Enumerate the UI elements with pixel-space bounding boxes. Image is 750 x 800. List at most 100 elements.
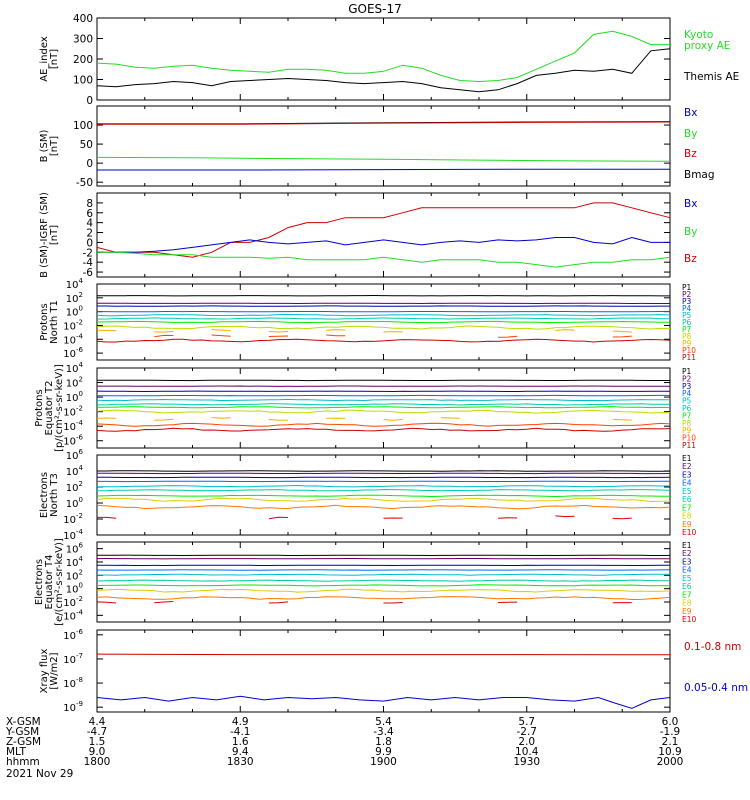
y-tick-label: 100: [66, 496, 83, 510]
y-axis-label: [nT]: [49, 49, 60, 69]
y-axis-label: North T1: [49, 300, 60, 344]
channel-segment: [268, 601, 289, 604]
panel-xr: 10-6 10-7 10-8 10-9 Xray flux [W/m2] 0.1-0.8 n…: [39, 628, 748, 714]
legend-entry: Bx: [684, 198, 697, 210]
channel-label: P3: [682, 297, 692, 306]
y-tick-label: 10-7: [63, 652, 83, 666]
channel-label: P5: [682, 311, 692, 320]
y-tick-label: 10-9: [63, 700, 83, 714]
channel-label: E5: [682, 487, 692, 496]
channel-label: E3: [682, 470, 692, 479]
y-axis-label: AE_index: [39, 36, 50, 82]
panel-b: 100 50 0 -50 B (SM) [nT] Bx By Bz Bmag: [39, 105, 715, 189]
x-row-value: 4.9: [232, 716, 249, 728]
series-line: [96, 156, 671, 162]
y-axis-label: Equator T4: [44, 555, 55, 610]
y-axis-label: Electrons: [34, 559, 45, 605]
y-tick-label: 10-4: [63, 419, 83, 433]
y-tick-label: 4: [86, 218, 93, 230]
y-axis-label: [nT]: [49, 225, 60, 245]
y-tick-label: 100: [73, 75, 93, 87]
channel-segment: [268, 516, 289, 520]
y-axis-label: [p/(cm²-s-sr-keV)]: [54, 364, 65, 452]
channel-segment: [555, 515, 575, 518]
channel-label: P6: [682, 404, 692, 413]
y-axis-label: B (SM): [39, 129, 50, 162]
series-line: [97, 121, 671, 125]
channel-segment: [154, 330, 174, 333]
y-tick-label: 8: [86, 198, 93, 210]
legend-entry: 0.1-0.8 nm: [684, 641, 741, 653]
channel-label: E1: [682, 541, 692, 550]
y-tick-label: 10-6: [63, 434, 83, 448]
channel-label: E9: [682, 520, 692, 529]
channel-segment: [211, 334, 231, 337]
legend-entry: Bz: [684, 253, 697, 265]
channel-line: [96, 325, 671, 330]
y-tick-label: 10-8: [63, 676, 83, 690]
panel-frame: [96, 541, 671, 623]
channel-line: [96, 584, 671, 587]
series-line: [96, 202, 671, 258]
x-row-value: 10.9: [658, 746, 681, 758]
x-row-value: 1930: [513, 756, 540, 768]
series-line: [97, 236, 670, 253]
channel-label: E2: [682, 462, 692, 471]
channel-label: P10: [682, 346, 696, 355]
y-tick-exponent: -2: [76, 512, 83, 520]
x-row-value: 2.0: [518, 736, 535, 748]
legend-entry: proxy AE: [684, 40, 730, 52]
y-axis-label: Protons: [39, 303, 50, 340]
y-tick-exponent: 4: [79, 555, 84, 563]
y-tick-label: 200: [73, 54, 93, 66]
y-tick-exponent: -2: [76, 595, 83, 603]
x-row-label: Y-GSM: [5, 726, 39, 738]
page-title: GOES-17: [348, 2, 402, 16]
channel-label: P7: [682, 411, 692, 420]
channel-segment: [326, 334, 346, 337]
channel-label: E2: [682, 549, 692, 558]
channel-segment: [498, 335, 518, 338]
channel-line: [96, 579, 670, 582]
y-tick-exponent: 2: [79, 568, 83, 576]
channel-line: [96, 494, 670, 498]
y-tick-label: 104: [66, 464, 84, 478]
channel-label: P4: [682, 389, 692, 398]
channel-line: [96, 313, 671, 317]
y-axis-label: [e/(cm²-s-sr-keV)]: [54, 538, 65, 626]
channel-line: [96, 504, 671, 510]
y-tick-exponent: 2: [79, 480, 83, 488]
channel-label: P11: [682, 441, 696, 450]
channel-label: P1: [682, 367, 692, 376]
x-row-value: 1830: [227, 756, 254, 768]
channel-line: [96, 317, 670, 320]
legend-entry: Bz: [684, 148, 697, 160]
channel-label: E10: [682, 528, 697, 537]
channel-line: [96, 409, 670, 414]
x-axis-labels: X-GSM 4.4 4.9 5.4 5.7 6.0 Y-GSM -4.7 -4.1 -3.4 -2.…: [5, 716, 683, 768]
x-row-value: 4.4: [89, 716, 106, 728]
x-row-value: -2.7: [517, 726, 538, 738]
series-line: [96, 653, 671, 656]
x-row-value: 1.5: [89, 736, 106, 748]
legend-entry: By: [684, 128, 697, 140]
panel-frame: [96, 17, 671, 101]
series-line: [96, 695, 671, 709]
channel-label: E3: [682, 557, 692, 566]
channel-line: [96, 488, 671, 492]
y-tick-label: 10-4: [63, 608, 83, 622]
series-line: [97, 168, 670, 171]
y-tick-exponent: 6: [79, 542, 84, 550]
y-axis-label: Protons: [34, 389, 45, 426]
channel-segment: [612, 330, 632, 333]
y-axis-label: Electrons: [39, 472, 50, 518]
y-tick-label: 10-2: [63, 512, 83, 526]
x-row-label: X-GSM: [6, 716, 41, 728]
y-tick-label: 104: [66, 555, 84, 569]
channel-label: E6: [682, 495, 692, 504]
y-tick-exponent: 0: [79, 496, 83, 504]
channel-line: [96, 596, 671, 601]
